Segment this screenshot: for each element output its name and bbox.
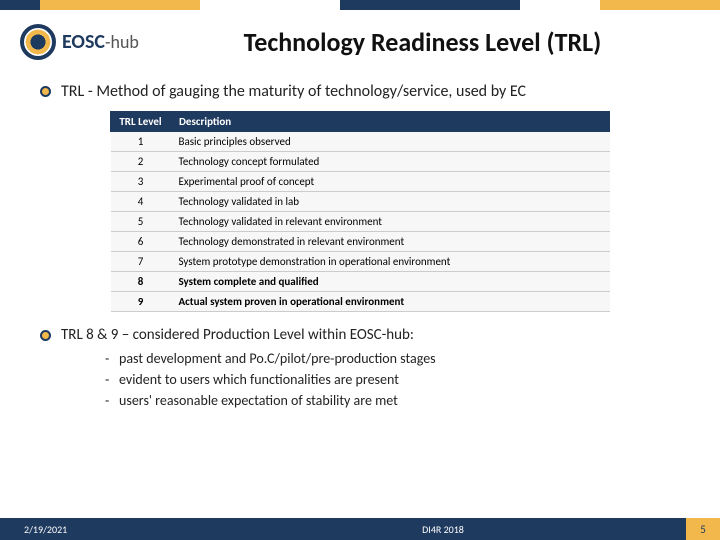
slide-header: EOSC-hub Technology Readiness Level (TRL… — [0, 10, 720, 66]
table-row: 5Technology validated in relevant enviro… — [111, 212, 610, 232]
table-row: 3Experimental proof of concept — [111, 172, 610, 192]
footer-center: DI4R 2018 — [200, 523, 686, 536]
sub-list: past development and Po.C/pilot/pre-prod… — [105, 348, 436, 411]
logo-icon — [20, 24, 56, 60]
bullet-icon — [40, 330, 51, 341]
table-row: 7System prototype demonstration in opera… — [111, 252, 610, 272]
page-title: Technology Readiness Level (TRL) — [139, 26, 696, 58]
cell-desc: Basic principles observed — [171, 132, 610, 152]
list-item: past development and Po.C/pilot/pre-prod… — [105, 348, 436, 369]
cell-desc: Technology validated in lab — [171, 192, 610, 212]
cell-level: 8 — [111, 272, 171, 292]
cell-level: 5 — [111, 212, 171, 232]
footer-date: 2/19/2021 — [0, 523, 200, 536]
page-number: 5 — [686, 518, 720, 540]
cell-level: 3 — [111, 172, 171, 192]
slide-content: TRL - Method of gauging the maturity of … — [0, 66, 720, 411]
intro-bullet: TRL - Method of gauging the maturity of … — [40, 82, 680, 101]
table-row: 6Technology demonstrated in relevant env… — [111, 232, 610, 252]
cell-desc: Technology concept formulated — [171, 152, 610, 172]
cell-desc: System complete and qualified — [171, 272, 610, 292]
list-item: users' reasonable expectation of stabili… — [105, 390, 436, 411]
cell-desc: Technology validated in relevant environ… — [171, 212, 610, 232]
accent-bar — [0, 0, 720, 10]
cell-level: 9 — [111, 292, 171, 312]
table-row: 4Technology validated in lab — [111, 192, 610, 212]
table-row: 8System complete and qualified — [111, 272, 610, 292]
cell-desc: Actual system proven in operational envi… — [171, 292, 610, 312]
subhead-bullet: TRL 8 & 9 – considered Production Level … — [40, 326, 680, 411]
cell-desc: Experimental proof of concept — [171, 172, 610, 192]
logo-suffix: -hub — [105, 31, 139, 53]
subhead-text: TRL 8 & 9 – considered Production Level … — [61, 326, 436, 344]
trl-table: TRL Level Description 1Basic principles … — [110, 111, 610, 312]
logo-text: EOSC-hub — [62, 30, 139, 54]
bullet-icon — [40, 86, 51, 97]
cell-level: 6 — [111, 232, 171, 252]
subhead-body: TRL 8 & 9 – considered Production Level … — [61, 326, 436, 411]
cell-level: 7 — [111, 252, 171, 272]
list-item: evident to users which functionalities a… — [105, 369, 436, 390]
cell-level: 4 — [111, 192, 171, 212]
table-row: 1Basic principles observed — [111, 132, 610, 152]
intro-text: TRL - Method of gauging the maturity of … — [61, 82, 526, 101]
cell-desc: System prototype demonstration in operat… — [171, 252, 610, 272]
logo-brand: EOSC — [62, 30, 105, 54]
slide-footer: 2/19/2021 DI4R 2018 5 — [0, 518, 720, 540]
col-header-level: TRL Level — [111, 112, 171, 132]
col-header-desc: Description — [171, 112, 610, 132]
cell-level: 1 — [111, 132, 171, 152]
cell-desc: Technology demonstrated in relevant envi… — [171, 232, 610, 252]
table-row: 2Technology concept formulated — [111, 152, 610, 172]
cell-level: 2 — [111, 152, 171, 172]
eosc-hub-logo: EOSC-hub — [20, 24, 139, 60]
table-row: 9Actual system proven in operational env… — [111, 292, 610, 312]
